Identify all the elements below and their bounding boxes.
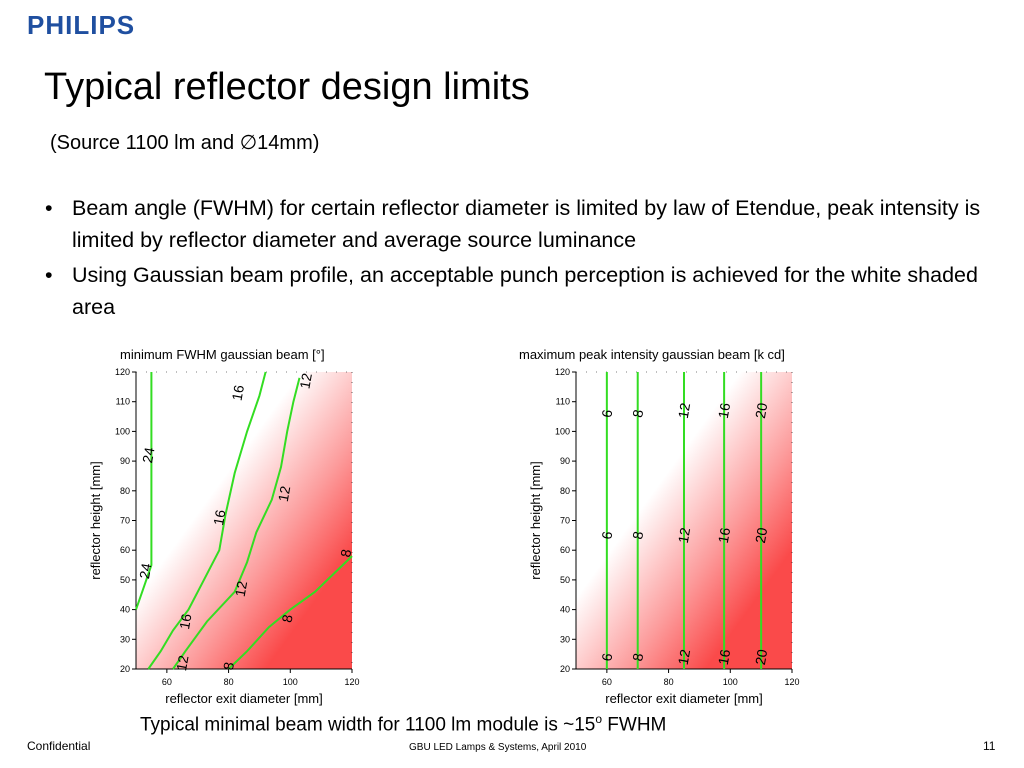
contour-label: 8 <box>337 548 354 559</box>
page-number: 11 <box>983 739 996 753</box>
contour-label: 24 <box>139 446 157 464</box>
contour-label: 12 <box>675 648 693 666</box>
contour-label: 16 <box>715 648 733 666</box>
contour-label: 16 <box>210 508 228 526</box>
philips-logo: PHILIPS <box>27 10 136 40</box>
y-tick-label: 70 <box>560 516 570 526</box>
chart-title-peak-intensity: maximum peak intensity gaussian beam [k … <box>519 347 785 362</box>
contour-label: 12 <box>675 401 693 419</box>
y-tick-label: 80 <box>120 486 130 496</box>
y-tick-label: 50 <box>120 575 130 585</box>
y-axis-label: reflector height [mm] <box>528 461 543 580</box>
bullet-list: • Beam angle (FWHM) for certain reflector… <box>40 192 990 326</box>
y-tick-label: 50 <box>560 575 570 585</box>
footer-confidential: Confidential <box>27 739 91 753</box>
conclusion-text: Typical minimal beam width for 1100 lm m… <box>140 712 666 736</box>
x-tick-label: 60 <box>162 677 172 687</box>
contour-label: 12 <box>173 654 191 672</box>
y-tick-label: 90 <box>120 456 130 466</box>
contour-label: 6 <box>598 530 615 541</box>
y-axis-label: reflector height [mm] <box>88 461 103 580</box>
contour-label: 16 <box>229 384 247 402</box>
page-subtitle: (Source 1100 lm and ∅14mm) <box>50 132 320 154</box>
bullet-text: Using Gaussian beam profile, an acceptab… <box>72 263 978 319</box>
y-tick-label: 20 <box>560 664 570 674</box>
contour-label: 16 <box>715 401 733 419</box>
bullet-dot-icon: • <box>45 263 53 287</box>
conclusion-degree: o <box>595 712 603 726</box>
bullet-dot-icon: • <box>45 196 53 220</box>
y-tick-label: 20 <box>120 664 130 674</box>
x-axis-label: reflector exit diameter [mm] <box>165 691 323 706</box>
y-tick-label: 100 <box>555 426 570 436</box>
y-tick-label: 90 <box>560 456 570 466</box>
bullet-item: • Using Gaussian beam profile, an accepta… <box>40 259 990 323</box>
x-tick-label: 80 <box>224 677 234 687</box>
x-tick-label: 120 <box>784 677 799 687</box>
y-tick-label: 80 <box>560 486 570 496</box>
bullet-item: • Beam angle (FWHM) for certain reflector… <box>40 192 990 256</box>
chart-fwhm: 20 30 40 50 60 70 80 90 100 110 120 60 80 100 120 refle… <box>88 367 360 706</box>
y-tick-label: 60 <box>560 545 570 555</box>
x-tick-label: 100 <box>283 677 298 687</box>
contour-line-16 <box>147 371 267 670</box>
contour-label: 20 <box>752 648 770 666</box>
y-tick-label: 70 <box>120 516 130 526</box>
contour-label: 8 <box>279 613 296 624</box>
bullet-text: Beam angle (FWHM) for certain reflector … <box>72 196 981 252</box>
contour-label: 8 <box>220 661 237 672</box>
y-tick-label: 120 <box>115 367 130 377</box>
contour-line-8 <box>227 555 353 670</box>
contour-label: 12 <box>296 372 314 390</box>
contour-label: 6 <box>598 408 615 419</box>
y-tick-label: 40 <box>120 605 130 615</box>
x-tick-label: 60 <box>602 677 612 687</box>
y-tick-label: 120 <box>555 367 570 377</box>
y-tick-label: 110 <box>556 397 570 407</box>
contour-label: 24 <box>136 562 154 580</box>
contour-label: 12 <box>232 580 250 598</box>
heat-shading <box>136 372 352 669</box>
x-tick-label: 120 <box>344 677 359 687</box>
footer-caption: GBU LED Lamps & Systems, April 2010 <box>409 742 587 753</box>
contour-label: 8 <box>629 408 646 419</box>
x-tick-label: 100 <box>723 677 738 687</box>
x-axis-label: reflector exit diameter [mm] <box>605 691 763 706</box>
contour-line-12 <box>172 377 301 670</box>
y-tick-label: 30 <box>120 634 130 644</box>
contour-label: 20 <box>752 526 770 544</box>
y-tick-label: 30 <box>560 634 570 644</box>
chart-title-fwhm: minimum FWHM gaussian beam [°] <box>120 347 325 362</box>
conclusion-main: Typical minimal beam width for 1100 lm m… <box>140 714 596 736</box>
y-tick-label: 60 <box>120 545 130 555</box>
conclusion-suffix: FWHM <box>602 714 667 736</box>
contour-label: 12 <box>275 485 293 503</box>
contour-label: 16 <box>176 612 194 630</box>
chart-peak-intensity: 20 30 40 50 60 70 80 90 100 110 120 60 80 100 120 refle… <box>528 367 800 706</box>
y-tick-label: 110 <box>116 397 130 407</box>
x-tick-label: 80 <box>664 677 674 687</box>
y-tick-label: 100 <box>115 426 130 436</box>
contour-label: 20 <box>752 401 770 419</box>
contour-label: 16 <box>715 526 733 544</box>
y-tick-label: 40 <box>560 605 570 615</box>
contour-label: 8 <box>629 530 646 541</box>
contour-label: 12 <box>675 526 693 544</box>
contour-label: 8 <box>629 652 646 663</box>
contour-label: 6 <box>598 652 615 663</box>
contour-line-24 <box>135 372 153 610</box>
page-title: Typical reflector design limits <box>44 66 530 108</box>
